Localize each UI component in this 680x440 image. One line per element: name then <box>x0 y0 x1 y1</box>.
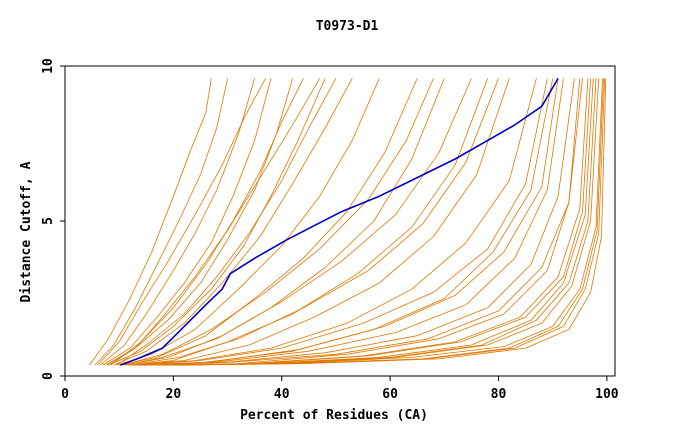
series-line-25 <box>121 78 434 366</box>
series-line-28 <box>148 78 583 366</box>
series-line-30 <box>170 78 604 366</box>
series-line-24 <box>116 78 337 366</box>
series-line-10 <box>124 78 445 366</box>
series-line-7 <box>113 78 353 366</box>
series-line-36 <box>154 78 591 366</box>
series-line-34 <box>124 78 472 366</box>
y-tick-label: 10 <box>41 58 56 74</box>
series-line-6 <box>108 78 326 366</box>
axis-ticks: 0 20 40 60 80 100 0 5 10 <box>41 58 619 402</box>
series-line-2 <box>94 78 228 366</box>
chart-title: T0973-D1 <box>316 19 379 34</box>
highlight-series-group <box>120 77 559 366</box>
x-axis-label: Percent of Residues (CA) <box>240 408 428 423</box>
series-line-15 <box>140 78 564 366</box>
series-line-35 <box>140 78 559 366</box>
series-line-17 <box>146 78 581 366</box>
series-line-5 <box>105 78 293 366</box>
x-tick-label: 20 <box>166 387 182 402</box>
series-line-9 <box>119 78 418 366</box>
series-line-33 <box>108 78 321 366</box>
series-line-13 <box>132 78 537 366</box>
x-tick-label: 100 <box>595 387 619 402</box>
series-line-14 <box>135 78 554 366</box>
series-line-27 <box>138 78 548 366</box>
series-line-1 <box>89 78 212 366</box>
series-line-3 <box>99 78 256 366</box>
series-line-32 <box>97 78 266 366</box>
x-tick-label: 40 <box>274 387 290 402</box>
y-axis-label: Distance Cutoff, A <box>19 161 34 302</box>
series-line-16 <box>143 78 575 366</box>
highlight-series-line <box>120 77 559 366</box>
other-series-group <box>89 78 607 366</box>
x-tick-label: 60 <box>382 387 398 402</box>
series-line-12 <box>129 78 510 366</box>
series-line-31 <box>184 78 607 366</box>
series-line-29 <box>159 78 597 366</box>
series-line-26 <box>129 78 499 366</box>
x-tick-label: 0 <box>61 387 69 402</box>
series-line-11 <box>127 78 489 366</box>
x-tick-label: 80 <box>491 387 507 402</box>
series-line-4 <box>102 78 272 366</box>
series-line-21 <box>167 78 603 366</box>
y-tick-label: 5 <box>41 217 56 225</box>
y-tick-label: 0 <box>41 372 56 380</box>
